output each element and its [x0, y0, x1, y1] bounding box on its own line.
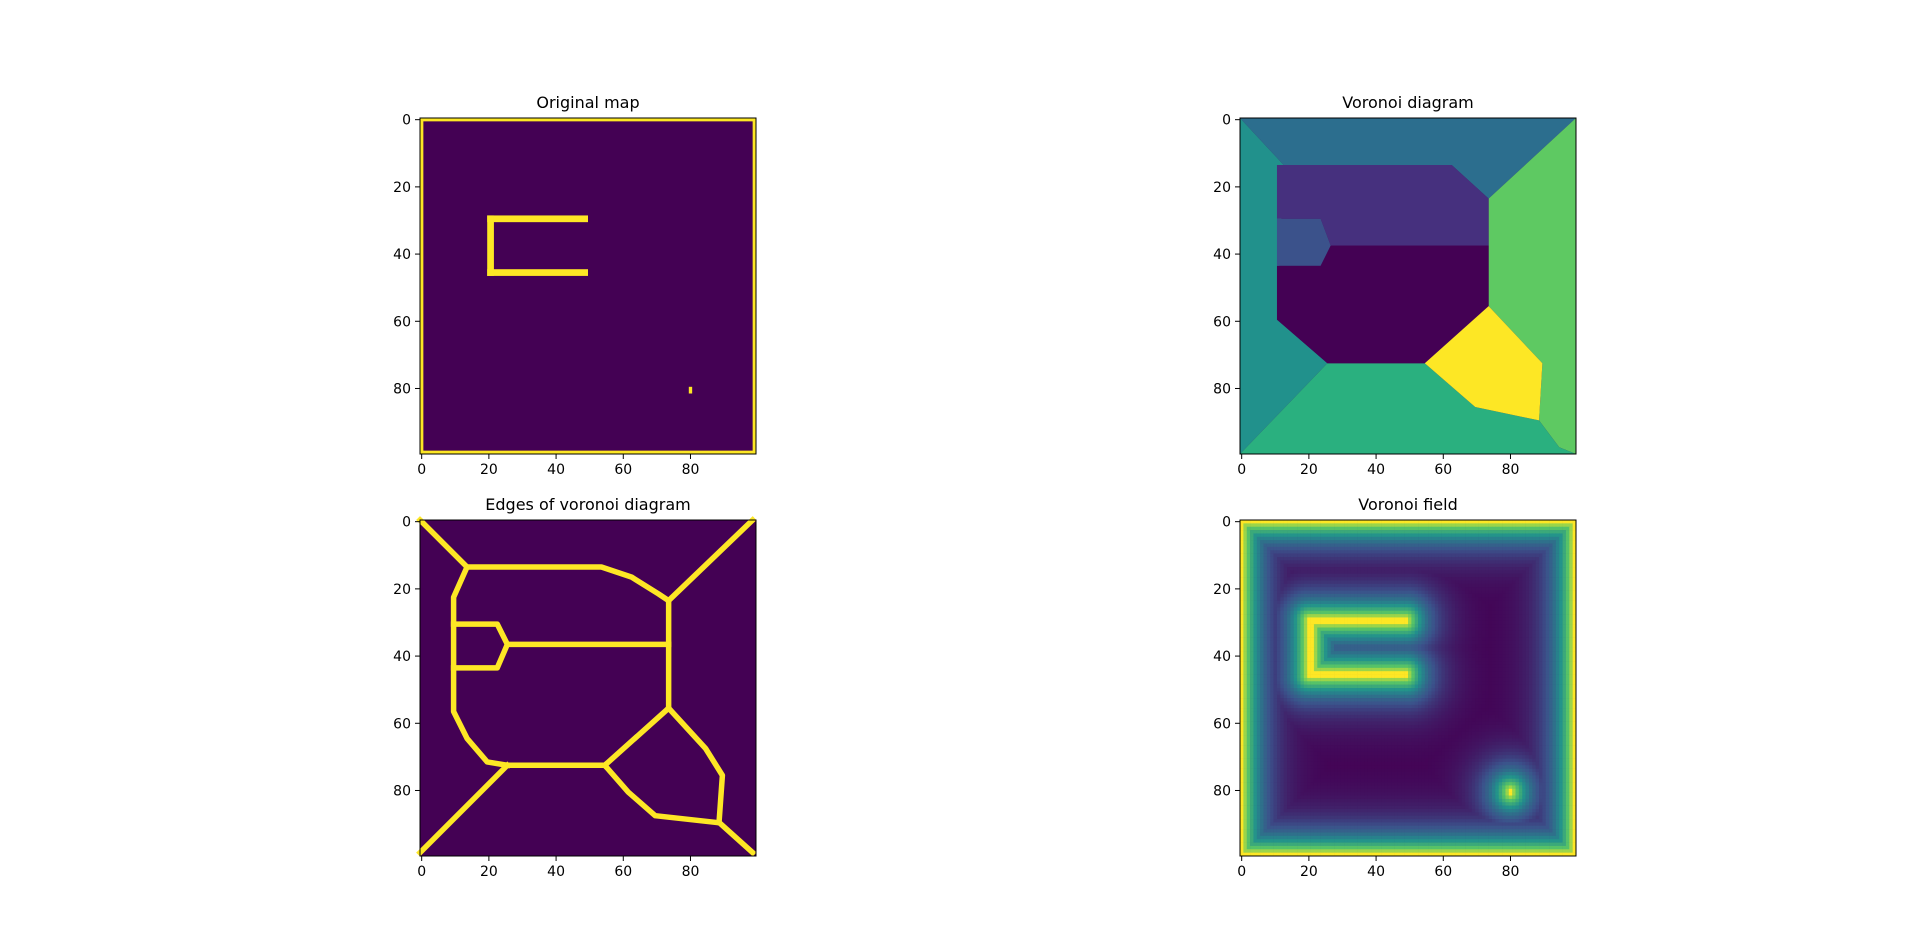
voronoi-edges-edge-8: [450, 640, 511, 671]
voronoi-edges-ytick-label: 80: [393, 783, 411, 799]
voronoi-diagram-region-8: [1424, 306, 1543, 421]
original-map-panel: Original map 0 20 40 60 80 0 20 40 60 80: [376, 88, 776, 488]
voronoi-field-xtick-label: 40: [1367, 864, 1385, 880]
voronoi-field-xtick-label: 0: [1237, 864, 1246, 880]
voronoi-edges-xtick-label: 20: [480, 864, 498, 880]
voronoi-field-xtick-label: 80: [1502, 864, 1520, 880]
voronoi-field-xtick-label: 60: [1434, 864, 1452, 880]
voronoi-diagram-ytick-label: 0: [1222, 113, 1231, 129]
voronoi-edges-edge-2: [416, 761, 512, 857]
voronoi-diagram-title: Voronoi diagram: [1342, 93, 1474, 112]
voronoi-edges-xtick-label: 60: [614, 864, 632, 880]
original-map-xtick-label: 20: [480, 462, 498, 478]
voronoi-field-ytick-label: 40: [1213, 649, 1231, 665]
voronoi-edges-edge-7: [450, 621, 512, 649]
original-map-image: [420, 118, 757, 455]
original-map-obstacle-point: [688, 386, 693, 394]
voronoi-edges-ytick-label: 40: [393, 649, 411, 665]
voronoi-edges-edge-5: [450, 563, 511, 769]
voronoi-edges-xtick-label: 40: [547, 864, 565, 880]
voronoi-diagram-ytick-label: 80: [1213, 381, 1231, 397]
voronoi-field-ytick-label: 60: [1213, 716, 1231, 732]
voronoi-diagram-image: [1240, 118, 1576, 454]
original-map-ytick-label: 0: [402, 113, 411, 129]
original-map-xtick-label: 80: [682, 462, 700, 478]
voronoi-edges-title: Edges of voronoi diagram: [485, 495, 690, 514]
voronoi-diagram-region-3: [1488, 118, 1576, 454]
voronoi-diagram-svg: Voronoi diagram 0 20 40 60 80 0 20 40 60 80: [1213, 93, 1577, 478]
voronoi-diagram-region-1: [1240, 118, 1576, 199]
original-map-xtick-label: 60: [614, 462, 632, 478]
voronoi-edges-edge-12: [600, 761, 719, 826]
voronoi-field-axes-frame: [1239, 519, 1577, 857]
voronoi-field-image: [1240, 520, 1577, 857]
voronoi-diagram-ytick-label: 40: [1213, 247, 1231, 263]
voronoi-edges-svg: Edges of voronoi diagram 0 20 40 60 80 0 20 40 60…: [393, 495, 757, 880]
voronoi-diagram-panel: Voronoi diagram 0 20 40 60 80 0 20 40 60 80: [1196, 88, 1596, 488]
voronoi-diagram-xtick-label: 20: [1300, 462, 1318, 478]
voronoi-field-panel: Voronoi field 0 20 40 60 80 0 20 40 60 80: [1196, 490, 1596, 890]
voronoi-field-title: Voronoi field: [1358, 495, 1458, 514]
voronoi-edges-ytick-label: 60: [393, 716, 411, 732]
original-map-ytick-label: 20: [393, 180, 411, 196]
original-map-ytick-label: 80: [393, 381, 411, 397]
voronoi-edges-axes-frame: [419, 519, 757, 857]
voronoi-edges-xtick-label: 0: [417, 864, 426, 880]
voronoi-diagram-region-6: [1276, 218, 1331, 266]
original-map-obstacle-vline: [487, 215, 494, 276]
original-map-obstacle-hline: [487, 269, 588, 276]
original-map-xtick-label: 40: [547, 462, 565, 478]
voronoi-edges-ytick-label: 20: [393, 582, 411, 598]
original-map-background: [420, 118, 756, 454]
original-map-svg: Original map 0 20 40 60 80 0 20 40 60 80: [393, 93, 757, 478]
voronoi-field-ytick-label: 20: [1213, 582, 1231, 598]
original-map-ytick-label: 40: [393, 247, 411, 263]
original-map-xtick-label: 0: [417, 462, 426, 478]
voronoi-diagram-region-4: [1240, 363, 1576, 454]
voronoi-edges-edge-11: [600, 704, 673, 770]
voronoi-edges-panel: Edges of voronoi diagram 0 20 40 60 80 0 20 40 60…: [376, 490, 776, 890]
voronoi-diagram-ytick-label: 20: [1213, 180, 1231, 196]
voronoi-field-ytick-label: 0: [1222, 515, 1231, 531]
original-map-ytick-label: 60: [393, 314, 411, 330]
voronoi-field-svg: Voronoi field 0 20 40 60 80 0 20 40 60 80: [1213, 495, 1577, 880]
voronoi-diagram-region-5: [1276, 165, 1489, 246]
voronoi-edges-edge-4: [464, 564, 673, 605]
voronoi-diagram-xtick-label: 40: [1367, 462, 1385, 478]
voronoi-diagram-region-2: [1240, 118, 1328, 454]
voronoi-diagram-ytick-label: 60: [1213, 314, 1231, 330]
voronoi-diagram-xtick-label: 0: [1237, 462, 1246, 478]
voronoi-diagram-axes-frame: [1239, 117, 1577, 455]
voronoi-edges-xtick-label: 80: [682, 864, 700, 880]
original-map-border-cells: [420, 118, 757, 455]
voronoi-edges-edge-1: [664, 516, 757, 605]
voronoi-field-xtick-label: 20: [1300, 864, 1318, 880]
voronoi-diagram-region-7: [1276, 245, 1489, 364]
voronoi-edges-edge-13: [664, 704, 726, 826]
voronoi-field-ytick-label: 80: [1213, 783, 1231, 799]
voronoi-diagram-xtick-label: 80: [1502, 462, 1520, 478]
voronoi-edges-image: [416, 516, 757, 857]
original-map-obstacle-hline: [487, 215, 588, 223]
voronoi-edges-edge-3: [715, 818, 757, 857]
voronoi-edges-ytick-label: 0: [402, 515, 411, 531]
original-map-axes-frame: [419, 117, 757, 455]
voronoi-diagram-xtick-label: 60: [1434, 462, 1452, 478]
voronoi-edges-edge-0: [416, 516, 471, 571]
original-map-title: Original map: [536, 93, 639, 112]
